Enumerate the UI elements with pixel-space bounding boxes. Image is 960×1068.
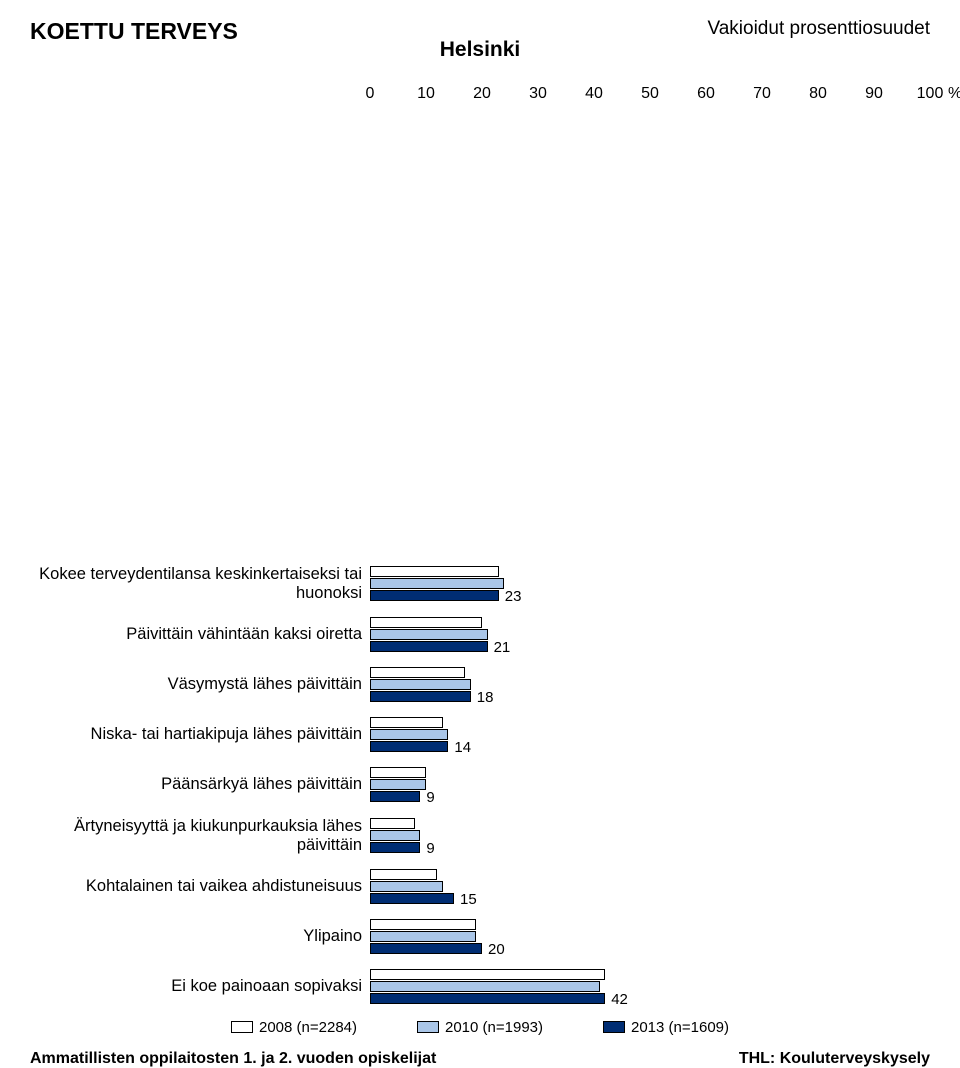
category-bars: 15 (370, 869, 930, 905)
page-subtitle: Vakioidut prosenttiosuudet (707, 18, 930, 40)
category-bars: 14 (370, 717, 930, 753)
x-tick: 80 (809, 85, 827, 103)
x-axis: 0102030405060708090100% (370, 85, 930, 107)
value-label: 14 (454, 739, 471, 756)
value-label: 21 (494, 639, 511, 656)
bar (370, 893, 454, 904)
bar (370, 931, 476, 942)
category-row: Niska- tai hartiakipuja lähes päivittäin… (30, 717, 930, 753)
legend-item: 2008 (n=2284) (231, 1019, 357, 1036)
legend-item: 2013 (n=1609) (603, 1019, 729, 1036)
bar (370, 969, 605, 980)
bar (370, 717, 443, 728)
bar (370, 943, 482, 954)
category-bars: 21 (370, 617, 930, 653)
value-label: 15 (460, 891, 477, 908)
x-tick: 60 (697, 85, 715, 103)
legend-item: 2010 (n=1993) (417, 1019, 543, 1036)
category-row: Kokee terveydentilansa keskinkertaiseksi… (30, 565, 930, 603)
category-bars: 9 (370, 818, 930, 854)
bar (370, 629, 488, 640)
category-row: Kohtalainen tai vaikea ahdistuneisuus 15 (30, 869, 930, 905)
x-tick: 20 (473, 85, 491, 103)
bar (370, 679, 471, 690)
category-row: Päivittäin vähintään kaksi oiretta 21 (30, 617, 930, 653)
category-bars: 20 (370, 919, 930, 955)
bar (370, 779, 426, 790)
bar (370, 830, 420, 841)
value-label: 20 (488, 941, 505, 958)
legend-swatch (231, 1021, 253, 1033)
bar (370, 842, 420, 853)
page-title: KOETTU TERVEYS (30, 18, 238, 45)
x-tick: 100 (917, 85, 944, 103)
value-label: 23 (505, 588, 522, 605)
x-unit: % (948, 85, 960, 103)
chart-rows: Kokee terveydentilansa keskinkertaiseksi… (30, 565, 930, 1005)
x-tick: 70 (753, 85, 771, 103)
bar (370, 566, 499, 577)
bar (370, 729, 448, 740)
legend-label: 2010 (n=1993) (445, 1019, 543, 1036)
bar (370, 869, 437, 880)
legend-swatch (417, 1021, 439, 1033)
value-label: 42 (611, 991, 628, 1008)
chart: 0102030405060708090100% (30, 85, 930, 565)
bar (370, 818, 415, 829)
x-tick: 10 (417, 85, 435, 103)
bar (370, 767, 426, 778)
bar (370, 667, 465, 678)
category-row: Ärtyneisyyttä ja kiukunpurkauksia lähes … (30, 817, 930, 855)
category-label: Kohtalainen tai vaikea ahdistuneisuus (30, 877, 370, 896)
legend-swatch (603, 1021, 625, 1033)
category-label: Päänsärkyä lähes päivittäin (30, 775, 370, 794)
bar (370, 993, 605, 1004)
bar (370, 641, 488, 652)
category-row: Ylipaino 20 (30, 919, 930, 955)
category-label: Ärtyneisyyttä ja kiukunpurkauksia lähes … (30, 817, 370, 855)
bar (370, 691, 471, 702)
category-label: Niska- tai hartiakipuja lähes päivittäin (30, 725, 370, 744)
category-bars: 18 (370, 667, 930, 703)
category-bars: 23 (370, 566, 930, 602)
page: KOETTU TERVEYS Vakioidut prosenttiosuude… (0, 0, 960, 667)
category-bars: 42 (370, 969, 930, 1005)
category-row: Väsymystä lähes päivittäin 18 (30, 667, 930, 703)
x-tick: 50 (641, 85, 659, 103)
bar (370, 617, 482, 628)
legend-label: 2013 (n=1609) (631, 1019, 729, 1036)
x-tick: 0 (366, 85, 375, 103)
legend-label: 2008 (n=2284) (259, 1019, 357, 1036)
footer-left: Ammatillisten oppilaitosten 1. ja 2. vuo… (30, 1050, 436, 1068)
category-label: Ei koe painoaan sopivaksi (30, 977, 370, 996)
value-label: 9 (426, 789, 434, 806)
value-label: 18 (477, 689, 494, 706)
value-label: 9 (426, 840, 434, 857)
category-label: Ylipaino (30, 927, 370, 946)
footer-right: THL: Kouluterveyskysely (739, 1050, 930, 1068)
category-row: Päänsärkyä lähes päivittäin 9 (30, 767, 930, 803)
bar (370, 981, 600, 992)
category-label: Väsymystä lähes päivittäin (30, 675, 370, 694)
footer: Ammatillisten oppilaitosten 1. ja 2. vuo… (30, 1050, 930, 1068)
category-row: Ei koe painoaan sopivaksi 42 (30, 969, 930, 1005)
x-tick: 30 (529, 85, 547, 103)
bar (370, 741, 448, 752)
x-tick: 40 (585, 85, 603, 103)
bar (370, 919, 476, 930)
x-tick: 90 (865, 85, 883, 103)
category-label: Päivittäin vähintään kaksi oiretta (30, 625, 370, 644)
legend: 2008 (n=2284) 2010 (n=1993) 2013 (n=1609) (30, 1019, 930, 1036)
category-label: Kokee terveydentilansa keskinkertaiseksi… (30, 565, 370, 603)
plot-area: 0102030405060708090100% (370, 85, 930, 565)
bar (370, 590, 499, 601)
category-bars: 9 (370, 767, 930, 803)
bar (370, 791, 420, 802)
bar (370, 881, 443, 892)
center-label: Helsinki (440, 38, 521, 62)
bar (370, 578, 504, 589)
